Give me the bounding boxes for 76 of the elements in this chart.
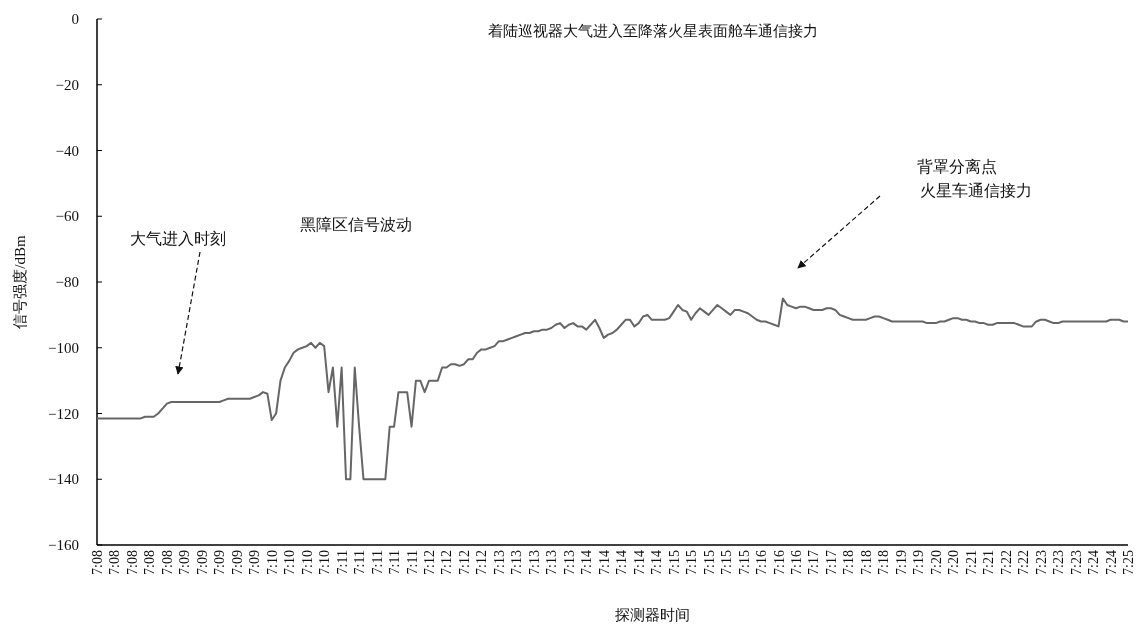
x-tick-label: 7:09 [194, 550, 210, 575]
x-tick-label: 7:10 [299, 550, 315, 575]
x-tick-label: 7:20 [946, 550, 962, 575]
x-tick-label: 7:08 [90, 550, 105, 575]
x-tick-label: 7:14 [649, 550, 665, 575]
x-tick-label: 7:13 [526, 550, 542, 575]
y-tick-label: −80 [55, 274, 79, 290]
y-tick-label: −120 [48, 405, 79, 422]
x-tick-label: 7:08 [159, 550, 175, 575]
x-tick-label: 7:10 [317, 550, 333, 575]
x-tick-label: 7:14 [614, 550, 630, 575]
x-tick-label: 7:09 [177, 550, 193, 575]
annotation: 火星车通信接力 [920, 182, 1032, 199]
x-tick-label: 7:23 [1051, 550, 1067, 575]
x-tick-label: 7:14 [631, 550, 647, 575]
x-tick-label: 7:11 [352, 550, 368, 575]
x-tick-label: 7:08 [124, 550, 140, 575]
x-tick-label: 7:09 [212, 550, 228, 575]
x-tick-label: 7:11 [404, 550, 420, 575]
x-tick-label: 7:23 [1068, 550, 1084, 575]
x-tick-label: 7:11 [369, 550, 385, 575]
y-tick-label: −160 [48, 537, 79, 553]
x-tick-label: 7:19 [911, 550, 927, 575]
x-tick-label: 7:15 [701, 550, 717, 575]
x-tick-label: 7:11 [387, 550, 403, 575]
y-tick-label: 0 [71, 11, 79, 27]
x-tick-label: 7:09 [247, 550, 263, 575]
x-tick-label: 7:12 [422, 550, 437, 575]
y-tick-label: −140 [48, 471, 79, 488]
x-tick-label: 7:09 [229, 550, 245, 575]
x-tick-label: 7:17 [823, 550, 839, 575]
x-tick-label: 7:14 [579, 550, 595, 575]
x-tick-label: 7:18 [858, 550, 874, 575]
x-tick-label: 7:23 [1033, 550, 1049, 575]
y-axis-title: 信号强度/dBm [12, 235, 28, 329]
x-tick-label: 7:18 [876, 550, 892, 575]
x-tick-label: 7:25 [1121, 550, 1136, 575]
title: 着陆巡视器大气进入至降落火星表面舱车通信接力 [487, 23, 818, 39]
x-axis-title: 探测器时间 [615, 607, 690, 623]
y-tick-label: −100 [48, 339, 79, 356]
x-tick-label: 7:08 [107, 550, 123, 575]
x-tick-label: 7:16 [789, 550, 804, 575]
annotation: 黑障区信号波动 [300, 216, 412, 233]
x-tick-label: 7:24 [1086, 550, 1102, 575]
x-tick-label: 7:13 [509, 550, 525, 575]
x-tick-label: 7:22 [1016, 550, 1032, 575]
y-tick-label: −40 [55, 142, 79, 159]
x-tick-label: 7:21 [963, 550, 979, 575]
x-tick-label: 7:17 [806, 550, 822, 575]
y-tick-label: −20 [55, 76, 79, 93]
x-tick-label: 7:12 [456, 550, 472, 575]
x-tick-label: 7:15 [684, 550, 700, 575]
x-tick-label: 7:14 [596, 550, 612, 575]
annotation: 大气进入时刻 [130, 230, 226, 247]
x-tick-label: 7:08 [142, 550, 158, 575]
x-tick-label: 7:12 [439, 550, 455, 575]
x-tick-label: 7:10 [264, 550, 280, 575]
x-tick-label: 7:11 [334, 550, 350, 575]
x-tick-label: 7:13 [544, 550, 560, 575]
x-tick-label: 7:10 [282, 550, 298, 575]
x-tick-label: 7:22 [998, 550, 1014, 575]
x-tick-label: 7:13 [491, 550, 507, 575]
x-tick-label: 7:12 [474, 550, 490, 575]
x-tick-label: 7:24 [1103, 550, 1119, 575]
x-tick-label: 7:21 [981, 550, 997, 575]
x-tick-label: 7:20 [928, 550, 944, 575]
x-tick-label: 7:19 [893, 550, 909, 575]
x-tick-label: 7:13 [561, 550, 577, 575]
x-tick-label: 7:15 [736, 550, 752, 575]
x-tick-label: 7:15 [666, 550, 682, 575]
x-tick-label: 7:16 [754, 550, 770, 575]
x-tick-label: 7:15 [719, 550, 735, 575]
annotation: 背罩分离点 [917, 158, 997, 175]
x-tick-label: 7:18 [841, 550, 857, 575]
x-tick-label: 7:16 [771, 550, 787, 575]
y-tick-label: −60 [55, 208, 79, 225]
